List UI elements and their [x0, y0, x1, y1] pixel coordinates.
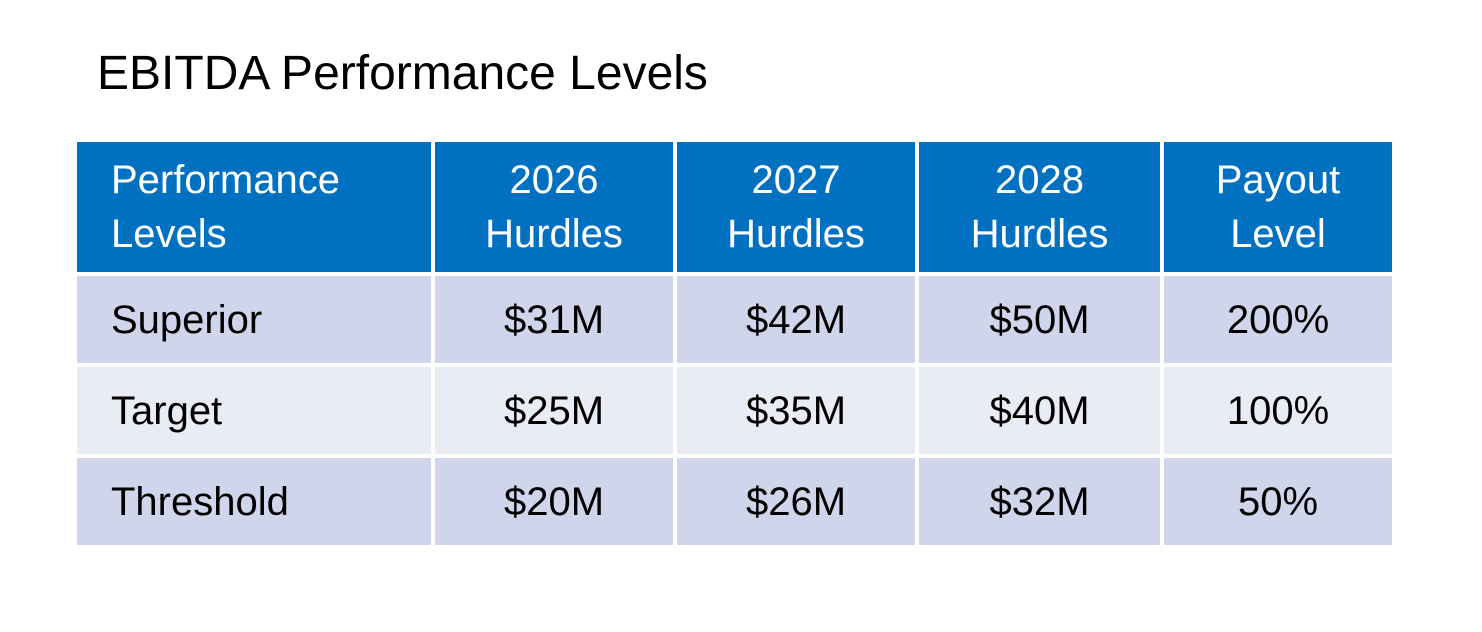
page-title: EBITDA Performance Levels — [97, 47, 708, 100]
cell-2027-hurdle: $42M — [677, 276, 915, 363]
cell-level: Threshold — [77, 458, 431, 545]
cell-2028-hurdle: $32M — [919, 458, 1160, 545]
cell-level: Superior — [77, 276, 431, 363]
table-header-row: Performance Levels 2026 Hurdles 2027 Hur… — [77, 142, 1392, 272]
header-line: 2027 — [751, 158, 841, 202]
header-line: 2028 — [995, 158, 1084, 202]
table-row-superior: Superior $31M $42M $50M 200% — [77, 276, 1392, 363]
performance-levels-table: Performance Levels 2026 Hurdles 2027 Hur… — [73, 138, 1396, 549]
cell-level: Target — [77, 367, 431, 454]
header-performance-levels: Performance Levels — [77, 142, 431, 272]
header-line: Payout — [1215, 158, 1341, 202]
header-line: Hurdles — [727, 212, 865, 256]
cell-2028-hurdle: $50M — [919, 276, 1160, 363]
cell-payout: 100% — [1164, 367, 1392, 454]
header-line: Level — [1230, 212, 1326, 256]
header-line: Performance — [111, 158, 340, 202]
header-2028-hurdles: 2028 Hurdles — [919, 142, 1160, 272]
cell-2028-hurdle: $40M — [919, 367, 1160, 454]
header-payout-level: Payout Level — [1164, 142, 1392, 272]
header-2027-hurdles: 2027 Hurdles — [677, 142, 915, 272]
cell-2026-hurdle: $31M — [435, 276, 673, 363]
cell-2027-hurdle: $35M — [677, 367, 915, 454]
cell-payout: 200% — [1164, 276, 1392, 363]
header-line: Hurdles — [485, 212, 623, 256]
table-row-target: Target $25M $35M $40M 100% — [77, 367, 1392, 454]
header-line: 2026 — [509, 158, 599, 202]
table-row-threshold: Threshold $20M $26M $32M 50% — [77, 458, 1392, 545]
header-line: Levels — [111, 212, 227, 256]
cell-payout: 50% — [1164, 458, 1392, 545]
header-2026-hurdles: 2026 Hurdles — [435, 142, 673, 272]
header-line: Hurdles — [970, 212, 1109, 256]
cell-2026-hurdle: $25M — [435, 367, 673, 454]
cell-2026-hurdle: $20M — [435, 458, 673, 545]
cell-2027-hurdle: $26M — [677, 458, 915, 545]
